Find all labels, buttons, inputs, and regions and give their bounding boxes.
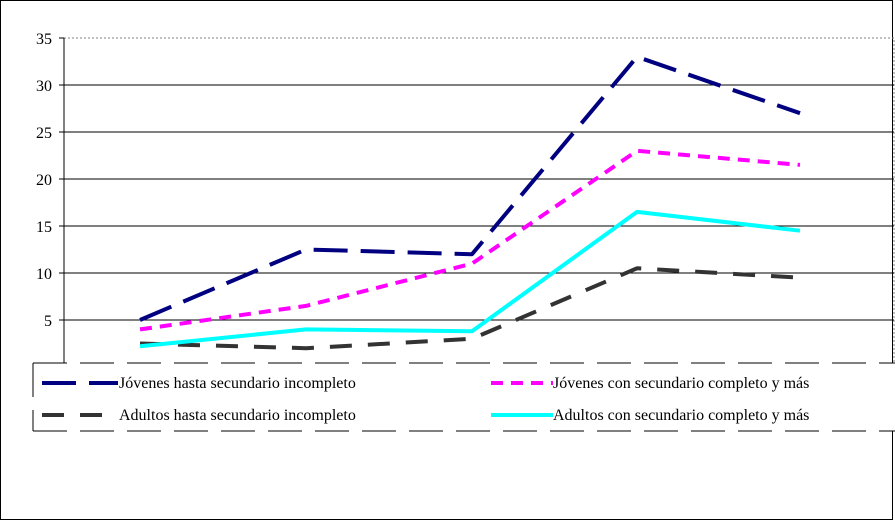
y-tick-label: 20: [36, 172, 52, 189]
legend-border: [32, 362, 895, 432]
y-axis: 05101520253035: [36, 31, 65, 377]
legend-label: Jóvenes hasta secundario incompleto: [119, 375, 356, 392]
legend-label: Adultos con secundario completo y más: [553, 407, 809, 424]
legend-label: Adultos hasta secundario incompleto: [119, 407, 356, 424]
legend: Jóvenes hasta secundario incompleto Jóven…: [32, 362, 895, 432]
gridlines: [63, 37, 895, 368]
y-tick-label: 5: [44, 313, 52, 330]
series-line-2: [139, 148, 801, 332]
y-tick-label: 15: [36, 219, 52, 236]
y-tick-label: 10: [36, 266, 52, 283]
y-tick-label: 35: [36, 31, 52, 48]
y-tick-label: 25: [36, 125, 52, 142]
legend-background: [33, 363, 895, 431]
legend-label: Jóvenes con secundario completo y más: [553, 375, 809, 392]
plot-area-border: [63, 37, 895, 368]
series-line-1: [139, 54, 801, 322]
y-tick-label: 30: [36, 78, 52, 95]
series-lines: [139, 54, 801, 351]
